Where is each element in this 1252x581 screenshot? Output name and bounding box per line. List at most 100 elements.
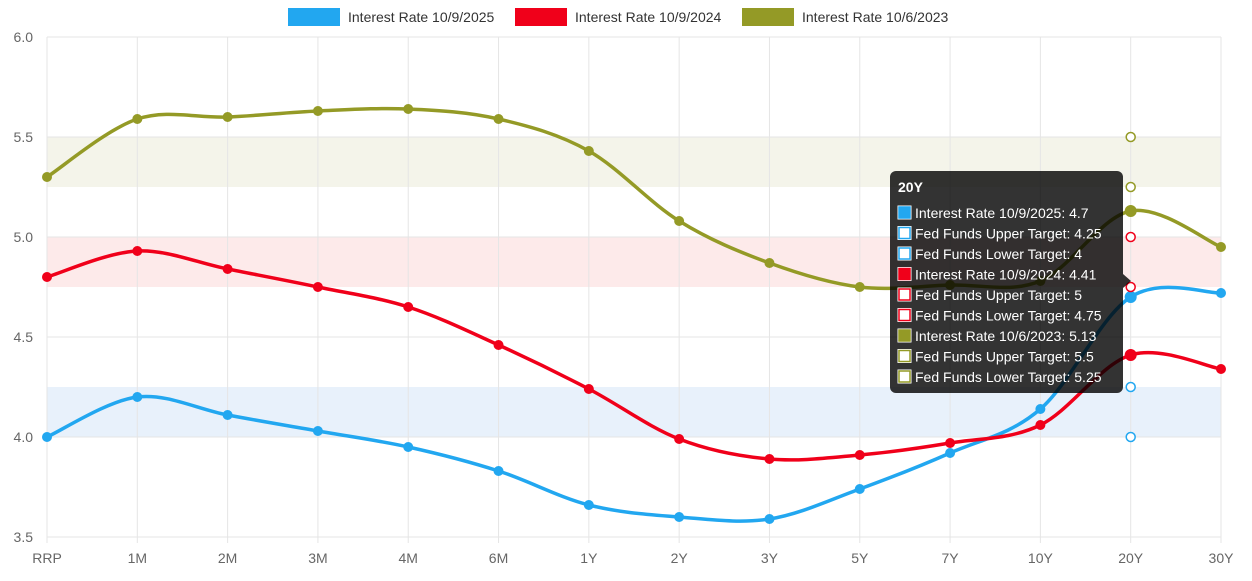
- x-tick-label: 6M: [489, 550, 508, 566]
- data-point[interactable]: [1035, 420, 1046, 430]
- data-point[interactable]: [493, 340, 504, 350]
- legend-label: Interest Rate 10/9/2024: [575, 9, 722, 25]
- legend-item-1[interactable]: Interest Rate 10/9/2024: [515, 8, 722, 26]
- tooltip-item: Fed Funds Lower Target: 4: [915, 246, 1082, 262]
- tooltip-item: Interest Rate 10/9/2025: 4.7: [915, 205, 1089, 221]
- legend: Interest Rate 10/9/2025 Interest Rate 10/…: [288, 8, 949, 26]
- x-tick-label: RRP: [32, 550, 62, 566]
- legend-item-2[interactable]: Interest Rate 10/6/2023: [742, 8, 949, 26]
- data-point[interactable]: [403, 442, 414, 452]
- x-tick-label: 5Y: [851, 550, 869, 566]
- legend-swatch: [288, 8, 340, 26]
- fed-target-marker[interactable]: [1125, 381, 1136, 393]
- data-point[interactable]: [42, 432, 52, 442]
- data-point[interactable]: [222, 264, 233, 274]
- tooltip-swatch: [898, 247, 911, 260]
- data-point[interactable]: [764, 258, 775, 268]
- legend-label: Interest Rate 10/9/2025: [348, 9, 495, 25]
- fed-target-marker[interactable]: [1125, 181, 1136, 193]
- data-point[interactable]: [132, 114, 143, 124]
- tooltip-item: Fed Funds Upper Target: 5: [915, 287, 1082, 303]
- tooltip-swatch: [898, 308, 911, 322]
- x-tick-label: 2M: [218, 550, 237, 566]
- tooltip-swatch: [898, 329, 911, 342]
- tooltip-caret: [1123, 274, 1131, 288]
- legend-swatch: [515, 8, 567, 26]
- x-tick-label: 1M: [128, 550, 147, 566]
- y-tick-label: 5.0: [14, 229, 34, 245]
- tooltip-swatch: [898, 206, 911, 219]
- y-axis: 6.0 5.5 5.0 4.5 4.0 3.5: [14, 29, 34, 545]
- x-tick-label: 2Y: [671, 550, 689, 566]
- tooltip-swatch: [898, 349, 911, 363]
- x-tick-label: 10Y: [1028, 550, 1054, 566]
- tooltip-item: Fed Funds Lower Target: 5.25: [915, 369, 1102, 385]
- tooltip-swatch: [898, 267, 911, 281]
- data-point[interactable]: [674, 512, 685, 522]
- data-point[interactable]: [222, 410, 233, 420]
- x-axis: RRP 1M 2M 3M 4M 6M 1Y 2Y 3Y 5Y 7Y 10Y 20Y 30Y: [32, 550, 1234, 566]
- data-point[interactable]: [583, 500, 594, 510]
- fed-target-markers: [1125, 131, 1136, 443]
- data-point[interactable]: [1124, 349, 1137, 361]
- data-point[interactable]: [945, 448, 956, 458]
- data-point[interactable]: [945, 438, 956, 448]
- tooltip-item: Interest Rate 10/9/2024: 4.41: [915, 267, 1097, 283]
- y-tick-label: 3.5: [14, 529, 34, 545]
- tooltip-item: Fed Funds Upper Target: 5.5: [915, 349, 1094, 365]
- data-point[interactable]: [854, 484, 865, 494]
- series-1: [42, 246, 1226, 464]
- data-point[interactable]: [583, 384, 594, 394]
- x-tick-label: 7Y: [942, 550, 960, 566]
- data-point[interactable]: [1216, 364, 1226, 374]
- data-point[interactable]: [132, 392, 143, 402]
- data-point[interactable]: [493, 114, 504, 124]
- tooltip-swatch: [898, 288, 911, 301]
- data-point[interactable]: [764, 454, 775, 464]
- data-point[interactable]: [674, 216, 685, 226]
- data-point[interactable]: [854, 282, 865, 292]
- tooltip-item: Interest Rate 10/6/2023: 5.13: [915, 328, 1097, 344]
- data-point[interactable]: [403, 104, 414, 114]
- fed-target-marker[interactable]: [1125, 131, 1136, 143]
- fed-target-marker[interactable]: [1125, 431, 1136, 443]
- data-point[interactable]: [493, 466, 504, 476]
- data-point[interactable]: [1124, 291, 1137, 303]
- tooltip-item: Fed Funds Upper Target: 4.25: [915, 226, 1102, 242]
- x-tick-label: 1Y: [580, 550, 598, 566]
- y-tick-label: 4.5: [14, 329, 34, 345]
- legend-swatch: [742, 8, 794, 26]
- legend-item-0[interactable]: Interest Rate 10/9/2025: [288, 8, 495, 26]
- data-point[interactable]: [312, 106, 323, 116]
- data-point[interactable]: [312, 282, 323, 292]
- data-point[interactable]: [403, 302, 414, 312]
- fed-target-marker[interactable]: [1125, 231, 1136, 243]
- tooltip-item: Fed Funds Lower Target: 4.75: [915, 308, 1102, 324]
- tooltip: 20Y Interest Rate 10/9/2025: 4.7 Fed Funds…: [890, 171, 1131, 393]
- target-band-0: [47, 387, 1221, 437]
- data-point[interactable]: [132, 246, 143, 256]
- tooltip-box: [890, 171, 1123, 393]
- tooltip-swatch: [898, 226, 911, 240]
- tooltip-title: 20Y: [898, 179, 924, 195]
- data-point[interactable]: [674, 434, 685, 444]
- x-tick-label: 3M: [308, 550, 327, 566]
- data-point[interactable]: [764, 514, 775, 524]
- y-tick-label: 6.0: [14, 29, 34, 45]
- tooltip-swatch: [898, 370, 911, 383]
- data-point[interactable]: [1035, 404, 1046, 414]
- data-point[interactable]: [312, 426, 323, 436]
- data-point[interactable]: [42, 272, 52, 282]
- data-point[interactable]: [1124, 205, 1137, 217]
- fed-target-marker[interactable]: [1125, 281, 1136, 293]
- data-point[interactable]: [1216, 242, 1226, 252]
- data-point[interactable]: [854, 450, 865, 460]
- data-point[interactable]: [222, 112, 233, 122]
- data-point[interactable]: [583, 146, 594, 156]
- data-point[interactable]: [42, 172, 52, 182]
- y-tick-label: 5.5: [14, 129, 34, 145]
- data-point[interactable]: [1216, 288, 1226, 298]
- x-tick-label: 3Y: [761, 550, 779, 566]
